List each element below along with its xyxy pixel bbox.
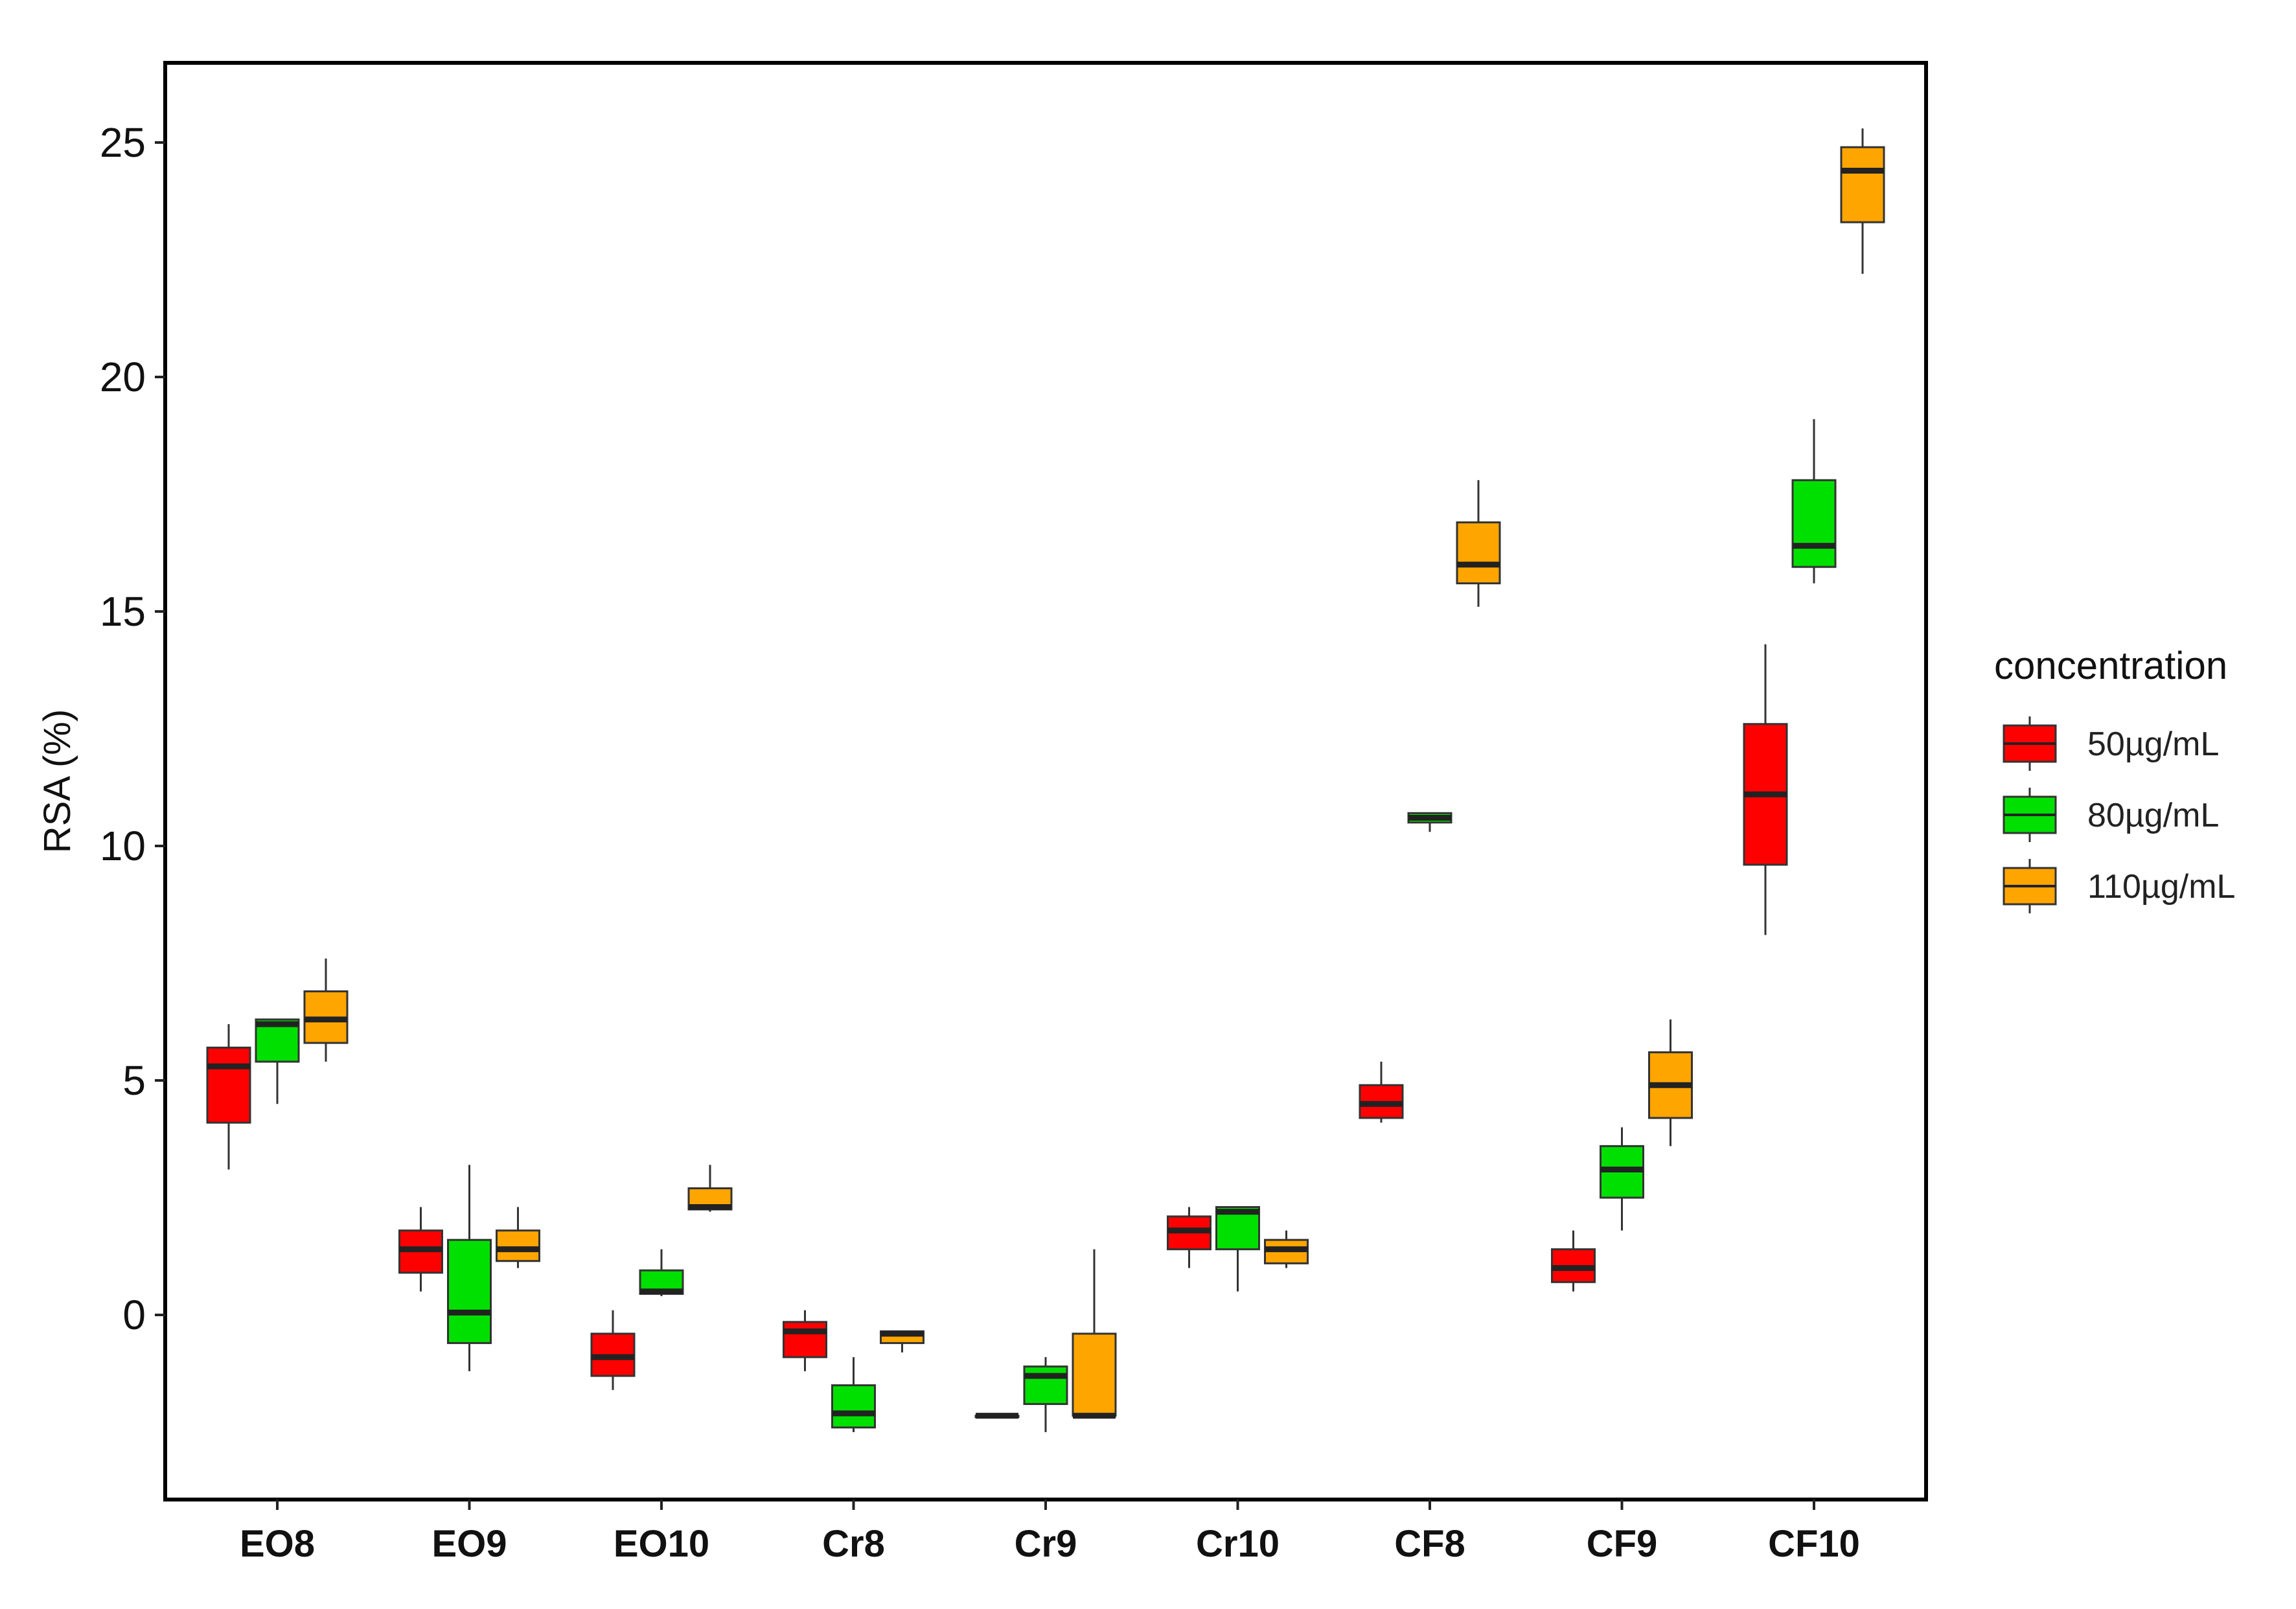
y-tick-label: 20: [100, 354, 146, 400]
box-plot-item: [1791, 419, 1837, 584]
box-plot-item: [1551, 1230, 1596, 1292]
box-series-group: [206, 128, 1885, 1432]
box-plot-item: [639, 1249, 684, 1297]
box-plot-item: [974, 1413, 1020, 1419]
series-group: [206, 644, 1788, 1419]
legend-item: 50µg/mL: [2003, 716, 2219, 771]
box-plot-item: [1600, 1127, 1644, 1231]
box-plot-item: [1840, 128, 1885, 274]
box-iqr: [496, 1229, 540, 1262]
box-plot-item: [1743, 644, 1788, 935]
y-tick-label: 0: [122, 1292, 146, 1338]
box-plot-item: [496, 1207, 540, 1268]
legend-label: 110µg/mL: [2087, 868, 2235, 906]
box-plot-item: [1264, 1230, 1309, 1268]
legend-label: 50µg/mL: [2087, 725, 2219, 763]
x-axis: EO8 EO9 EO10 Cr8 Cr9 Cr10 CF8 CF9 CF10: [240, 1500, 1860, 1565]
box-iqr: [831, 1384, 876, 1429]
box-iqr: [1840, 146, 1885, 223]
box-plot-item: [1167, 1207, 1211, 1268]
box-plot-item: [783, 1310, 827, 1371]
box-plot-item: [831, 1357, 876, 1432]
y-tick-label: 25: [100, 119, 146, 166]
box-plot-item: [590, 1310, 636, 1390]
box-plot-item: [1072, 1249, 1117, 1419]
series-group: [255, 419, 1837, 1432]
legend: concentration 50µg/mL 80µg/mL 110µg/mL: [1994, 644, 2235, 913]
legend-item: 110µg/mL: [2003, 859, 2235, 913]
series-group: [303, 128, 1885, 1419]
x-category-label: CF9: [1587, 1523, 1658, 1565]
box-iqr: [206, 1046, 251, 1124]
x-category-label: EO8: [240, 1523, 315, 1565]
box-iqr: [783, 1321, 827, 1358]
x-category-label: CF10: [1768, 1523, 1860, 1565]
box-iqr: [1023, 1365, 1068, 1406]
y-tick-label: 5: [122, 1057, 146, 1104]
box-plot-item: [1456, 480, 1501, 607]
box-plot-item: [1215, 1205, 1260, 1292]
x-category-label: EO9: [431, 1523, 507, 1565]
box-plot-item: [1407, 812, 1452, 832]
box-plot-item: [1648, 1019, 1693, 1147]
y-tick-label: 15: [100, 588, 146, 635]
box-plot-item: [398, 1207, 443, 1292]
x-category-label: Cr10: [1196, 1523, 1280, 1565]
box-plot-item: [303, 958, 349, 1062]
box-plot-item: [206, 1024, 251, 1170]
box-plot-item: [447, 1165, 492, 1371]
legend-title: concentration: [1994, 644, 2227, 687]
box-iqr: [447, 1238, 492, 1344]
x-category-label: EO10: [614, 1523, 709, 1565]
plot-panel: [163, 61, 1928, 1501]
y-axis-title: RSA (%): [36, 709, 78, 853]
box-plot-item: [880, 1330, 924, 1352]
legend-item: 80µg/mL: [2003, 788, 2219, 842]
legend-label: 80µg/mL: [2087, 797, 2219, 834]
box-iqr: [1791, 479, 1837, 568]
y-axis: 0 5 10 15 20 25: [100, 119, 165, 1338]
box-plot-item: [687, 1165, 733, 1212]
x-category-label: Cr9: [1015, 1523, 1077, 1565]
x-category-label: Cr8: [822, 1523, 885, 1565]
box-plot-item: [1023, 1357, 1068, 1432]
box-iqr: [1456, 521, 1501, 585]
y-tick-label: 10: [100, 823, 146, 869]
box-iqr: [1072, 1332, 1117, 1417]
x-category-label: CF8: [1394, 1523, 1465, 1565]
box-plot-item: [1359, 1062, 1404, 1123]
box-plot-item: [255, 1018, 300, 1104]
